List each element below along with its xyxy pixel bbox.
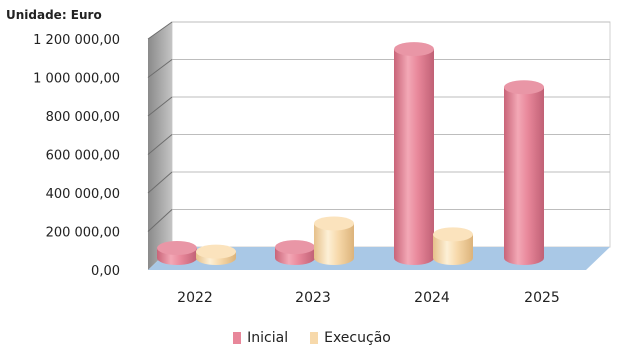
legend-label-inicial: Inicial [247,330,289,346]
side-gridline [147,171,173,194]
y-tick-label: 400 000,00 [46,187,120,202]
x-tick-label: 2022 [177,290,213,306]
side-gridline [147,59,173,78]
bar-inicial-2025 [504,80,544,265]
legend-item-inicial: Inicial [233,330,288,346]
chart-floor [148,247,610,270]
bar-body [394,49,434,266]
bar-body [314,223,354,265]
bar-body [504,87,544,265]
x-tick-label: 2023 [295,290,331,306]
bar-top [394,42,434,57]
legend-swatch-execucao [310,332,319,344]
legend-item-execucao: Execução [310,330,391,346]
y-tick-label: 600 000,00 [46,149,120,164]
bar-top [314,216,354,231]
bar-execuo-2022 [196,244,236,265]
bar-body [433,234,473,265]
side-gridline [147,134,173,155]
chart-legend: Inicial Execução [0,330,624,346]
bar-top [504,80,544,95]
bar-inicial-2022 [157,241,197,265]
y-tick-label: 800 000,00 [46,110,120,125]
x-tick-label: 2024 [414,290,450,306]
bar-top [433,227,473,242]
x-tick-label: 2025 [524,290,560,306]
bar-top [157,241,197,256]
bar-inicial-2023 [275,240,315,265]
bar-top [275,240,315,255]
bar-top [196,244,236,259]
side-gridline [147,96,173,117]
side-gridline [147,209,173,232]
y-tick-label: 1 200 000,00 [33,33,120,48]
legend-swatch-inicial [233,332,242,344]
legend-label-execucao: Execução [324,330,391,346]
y-tick-label: 200 000,00 [46,226,120,241]
side-wall [148,22,172,270]
side-gridline [147,21,173,40]
y-tick-label: 1 000 000,00 [33,72,120,87]
bar-execuo-2023 [314,216,354,265]
bar-inicial-2024 [394,42,434,266]
bar-execuo-2024 [433,227,473,265]
unit-label: Unidade: Euro [6,8,102,22]
chart-plot: 0,00 200 000,00 400 000,00 600 000,00 800 00… [33,21,611,306]
y-tick-label: 0,00 [91,264,120,279]
